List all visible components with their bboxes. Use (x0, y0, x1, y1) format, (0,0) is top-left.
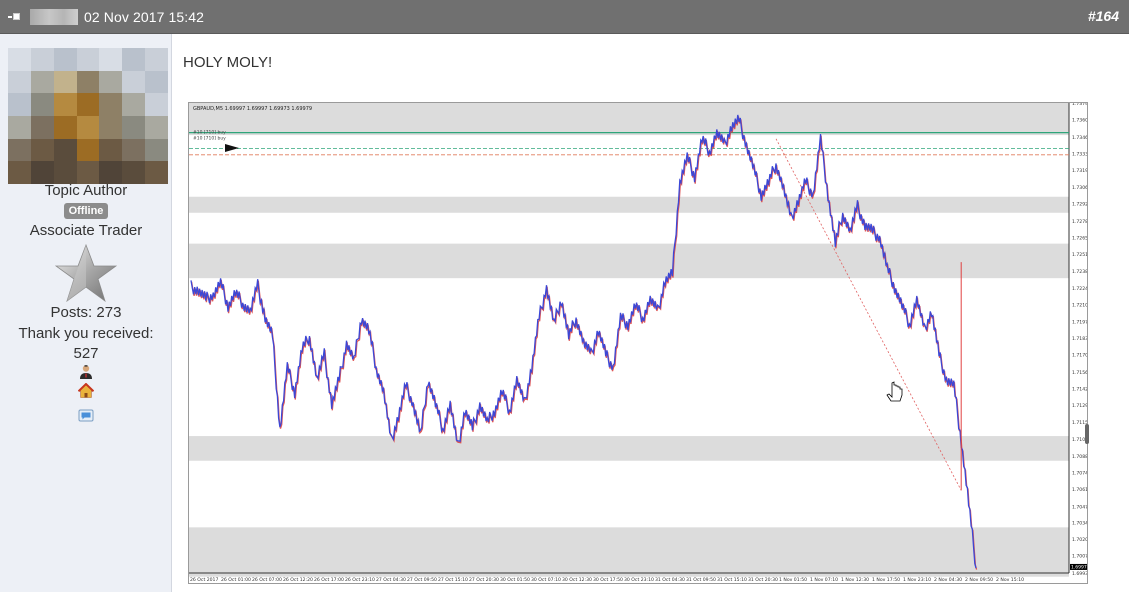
zone-4 (189, 527, 1069, 577)
x-tick-label-0: 26 Oct 2017 (190, 577, 218, 583)
x-tick-label-9: 27 Oct 20:30 (469, 577, 499, 583)
y-tick-label-0: 1.73740 (1072, 103, 1088, 107)
y-tick-label-14: 1.71835 (1072, 336, 1088, 342)
y-tick-label-23: 1.70610 (1072, 487, 1088, 493)
x-tick-label-25: 2 Nov 09:50 (965, 577, 993, 583)
x-tick-label-3: 26 Oct 12:20 (283, 577, 313, 583)
avatar[interactable] (8, 48, 168, 184)
x-tick-label-19: 1 Nov 01:50 (779, 577, 807, 583)
author-role: Topic Author (44, 182, 128, 199)
chart-title: GBPAUD,M5 1.69997 1.69997 1.69973 1.6997… (193, 106, 312, 112)
post-content: HOLY MOLY! GBPAUD,M5 1.69997 1.69997 1.6… (172, 34, 1129, 592)
x-tick-label-20: 1 Nov 07:10 (810, 577, 838, 583)
post-date: 02 Nov 2017 15:42 (84, 8, 205, 25)
home-icon[interactable] (78, 383, 94, 399)
x-tick-label-15: 31 Oct 04:30 (655, 577, 685, 583)
y-tick-label-17: 1.71425 (1072, 387, 1088, 393)
order-label-0: #10 [710] buy (193, 130, 226, 136)
x-tick-label-23: 1 Nov 23:10 (903, 577, 931, 583)
x-tick-label-18: 31 Oct 20:30 (748, 577, 778, 583)
x-tick-label-7: 27 Oct 09:50 (407, 577, 437, 583)
post-count: Posts: 273 (50, 304, 122, 321)
price-series (190, 114, 977, 569)
y-tick-label-11: 1.72240 (1072, 286, 1088, 292)
x-tick-label-4: 26 Oct 17:00 (314, 577, 344, 583)
zone-1 (189, 196, 1069, 213)
author-sidebar: Topic Author Offline Associate Trader Po… (0, 34, 172, 592)
username[interactable] (30, 8, 78, 25)
y-tick-label-16: 1.71560 (1072, 370, 1088, 376)
post-header: 02 Nov 2017 15:42 #164 (0, 0, 1129, 34)
thanks-label: Thank you received: (18, 325, 154, 342)
x-tick-label-11: 30 Oct 07:10 (531, 577, 561, 583)
y-tick-label-18: 1.71290 (1072, 403, 1088, 409)
price-chart: GBPAUD,M5 1.69997 1.69997 1.69973 1.6997… (189, 103, 1088, 583)
y-tick-label-7: 1.72785 (1072, 219, 1088, 225)
hand-cursor-icon (886, 381, 903, 402)
y-tick-label-10: 1.72380 (1072, 269, 1088, 275)
y-tick-label-5: 1.73060 (1072, 185, 1088, 191)
y-tick-label-4: 1.73195 (1072, 168, 1088, 174)
x-tick-label-21: 1 Nov 12:30 (841, 577, 869, 583)
x-tick-label-22: 1 Nov 17:50 (872, 577, 900, 583)
current-price-box (1070, 563, 1087, 570)
y-tick-label-20: 1.71015 (1072, 437, 1088, 443)
current-price-label: 1.69979 (1071, 565, 1088, 571)
thanks-count: 527 (73, 345, 99, 362)
x-tick-label-24: 2 Nov 04:30 (934, 577, 962, 583)
y-tick-label-25: 1.70340 (1072, 520, 1088, 526)
y-tick-label-15: 1.71700 (1072, 353, 1088, 359)
order-arrow-icon (225, 144, 239, 152)
status-badge: Offline (64, 203, 108, 219)
x-tick-label-16: 31 Oct 09:50 (686, 577, 716, 583)
y-tick-label-26: 1.70205 (1072, 537, 1088, 543)
y-tick-label-12: 1.72105 (1072, 303, 1088, 309)
y-tick-label-27: 1.70070 (1072, 554, 1088, 560)
chart-scroll-handle[interactable] (1085, 424, 1089, 444)
y-tick-label-19: 1.71155 (1072, 420, 1088, 426)
x-tick-label-14: 30 Oct 23:10 (624, 577, 654, 583)
message-icon[interactable] (78, 408, 94, 424)
zone-3 (189, 436, 1069, 461)
x-tick-label-1: 26 Oct 01:00 (221, 577, 251, 583)
x-tick-label-26: 2 Nov 15:10 (996, 577, 1024, 583)
y-tick-label-24: 1.70470 (1072, 504, 1088, 510)
zone-2 (189, 243, 1069, 279)
y-tick-label-8: 1.72650 (1072, 235, 1088, 241)
order-label-1: #10 [710] buy (193, 136, 226, 142)
y-tick-label-3: 1.73330 (1072, 152, 1088, 158)
post-number-link[interactable]: #164 (1087, 8, 1119, 24)
post-marker-icon (8, 11, 20, 23)
x-tick-label-2: 26 Oct 07:00 (252, 577, 282, 583)
x-tick-label-17: 31 Oct 15:10 (717, 577, 747, 583)
y-tick-label-28: 1.69930 (1072, 571, 1088, 577)
x-tick-label-12: 30 Oct 12:30 (562, 577, 592, 583)
y-tick-label-13: 1.71970 (1072, 319, 1088, 325)
chart-screenshot: GBPAUD,M5 1.69997 1.69997 1.69973 1.6997… (188, 102, 1088, 584)
author-rank: Associate Trader (29, 222, 143, 239)
zone-0 (189, 103, 1069, 136)
user-icon[interactable] (78, 364, 94, 380)
y-tick-label-6: 1.72925 (1072, 202, 1088, 208)
y-tick-label-2: 1.73465 (1072, 135, 1088, 141)
x-tick-label-6: 27 Oct 04:30 (376, 577, 406, 583)
post-text: HOLY MOLY! (183, 54, 273, 71)
y-tick-label-22: 1.70745 (1072, 470, 1088, 476)
x-tick-label-13: 30 Oct 17:50 (593, 577, 623, 583)
x-tick-label-5: 26 Oct 23:10 (345, 577, 375, 583)
x-tick-label-8: 27 Oct 15:10 (438, 577, 468, 583)
y-tick-label-9: 1.72515 (1072, 252, 1088, 258)
x-tick-label-10: 30 Oct 01:50 (500, 577, 530, 583)
y-tick-label-21: 1.70880 (1072, 454, 1088, 460)
rank-star-icon (55, 244, 117, 302)
y-tick-label-1: 1.73605 (1072, 118, 1088, 124)
